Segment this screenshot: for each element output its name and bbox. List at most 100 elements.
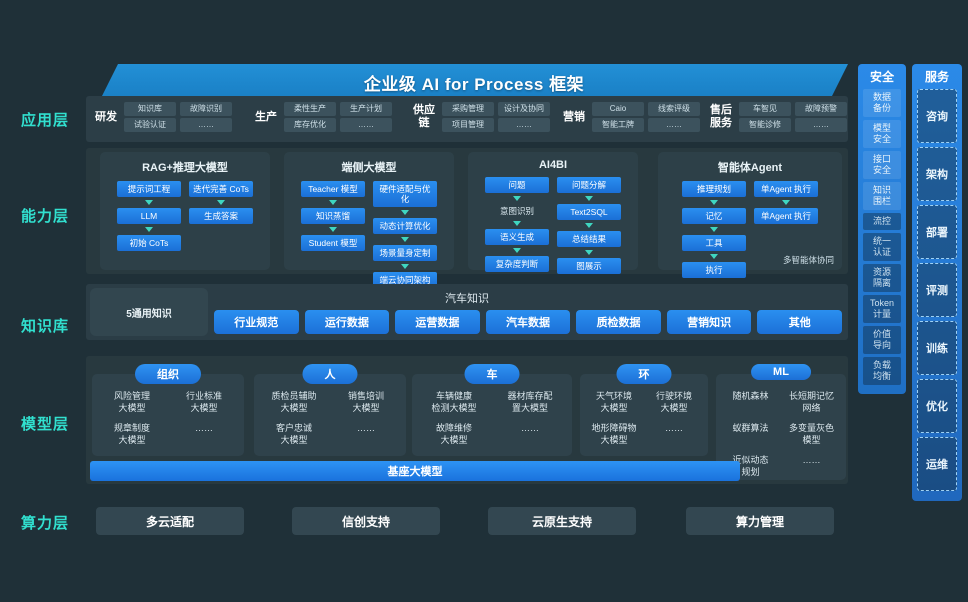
knowledge-item[interactable]: 行业规范 [214,310,299,334]
capability-node[interactable]: Teacher 模型 [301,181,365,197]
app-chip[interactable]: …… [498,118,550,132]
app-group-0[interactable]: 研发 知识库 试验认证 故障识别 …… [92,102,232,132]
model-item[interactable]: 质检员辅助 大模型 [271,391,317,413]
knowledge-item[interactable]: 运行数据 [304,310,390,334]
app-chip[interactable]: …… [340,118,392,132]
model-item[interactable]: …… [802,455,821,465]
model-item[interactable]: 车辆健康 检测大模型 [431,391,477,413]
model-item[interactable]: 近似动态 规划 [732,455,769,477]
app-chip[interactable]: 采购管理 [442,102,494,116]
model-card-0[interactable]: 组织 风险管理 大模型 行业标准 大模型 规章制度 大模型 …… [92,364,244,456]
capability-node[interactable]: 工具 [682,235,746,251]
capability-node[interactable]: 生成答案 [189,208,253,224]
capability-node[interactable]: 单Agent 执行 [754,208,818,224]
model-item[interactable]: 客户忠诚 大模型 [275,423,312,445]
service-rail-item[interactable]: 咨询 [917,89,957,143]
model-card-3[interactable]: 环天气环境 大模型 行驶环境 大模型 地形障碍物 大模型 …… [580,364,708,456]
capability-node[interactable]: 记忆 [682,208,746,224]
compute-item[interactable]: 多云适配 [96,507,244,535]
model-item[interactable]: 地形障碍物 大模型 [591,423,637,445]
knowledge-item[interactable]: 营销知识 [666,310,752,334]
app-group-4[interactable]: 售后服务 车智见 智能诊修 故障预警 …… [707,102,847,132]
capability-node[interactable]: 场景量身定制 [373,245,437,261]
model-item[interactable]: 风险管理 大模型 [113,391,150,413]
capability-node[interactable]: 推理规划 [682,181,746,197]
app-chip[interactable]: 生产计划 [340,102,392,116]
knowledge-item[interactable]: 汽车数据 [485,310,571,334]
model-item[interactable]: 行业标准 大模型 [185,391,222,413]
model-item[interactable]: 天气环境 大模型 [595,391,632,413]
app-chip[interactable]: 车智见 [739,102,791,116]
model-item[interactable]: 规章制度 大模型 [113,423,150,445]
app-chip[interactable]: 库存优化 [284,118,336,132]
capability-node[interactable]: 总结结果 [557,231,621,247]
capability-node[interactable]: 执行 [682,262,746,278]
capability-node[interactable]: Text2SQL [557,204,621,220]
service-rail-item[interactable]: 评测 [917,263,957,317]
model-item[interactable]: …… [665,423,683,433]
compute-item[interactable]: 算力管理 [686,507,834,535]
app-chip[interactable]: 故障预警 [795,102,847,116]
capability-node[interactable]: 初始 CoTs [117,235,181,251]
security-rail-item[interactable]: 统一 认证 [863,233,901,261]
capability-card-3[interactable]: 智能体Agent 推理规划 记忆 工具 执行 单Agent 执行 单Agent 执行 多智能体… [658,152,842,278]
capability-node[interactable]: 知识蒸馏 [301,208,365,224]
capability-node[interactable]: 单Agent 执行 [754,181,818,197]
security-rail-item[interactable]: 价值 导向 [863,326,901,354]
model-item[interactable]: 行驶环境 大模型 [655,391,692,413]
security-rail-item[interactable]: 负载 均衡 [863,357,901,385]
app-chip[interactable]: 故障识别 [180,102,232,116]
service-rail-item[interactable]: 优化 [917,379,957,433]
capability-node[interactable]: 提示词工程 [117,181,181,197]
app-chip[interactable]: 智能诊修 [739,118,791,132]
app-chip[interactable]: 试验认证 [124,118,176,132]
app-chip[interactable]: 设计及协同 [498,102,550,116]
capability-node[interactable]: 问题 [485,177,549,193]
security-rail-item[interactable]: 数据 备份 [863,89,901,117]
app-group-2[interactable]: 供应链 采购管理 项目管理 设计及协同 …… [410,102,550,132]
capability-node[interactable]: 迭代完善 CoTs [189,181,253,197]
model-card-1[interactable]: 人质检员辅助 大模型 销售培训 大模型 客户忠诚 大模型 …… [254,364,406,456]
capability-card-0[interactable]: RAG+推理大模型 提示词工程 LLM 初始 CoTs 迭代完善 CoTs 生成答案 [100,152,270,270]
capability-node[interactable]: 动态计算优化 [373,218,437,234]
app-chip[interactable]: …… [180,118,232,132]
model-item[interactable]: 销售培训 大模型 [347,391,384,413]
security-rail-item[interactable]: Token 计量 [863,295,901,323]
knowledge-item[interactable]: 运营数据 [395,310,480,334]
app-chip[interactable]: 智能工牌 [592,118,644,132]
security-rail-item[interactable]: 资源 隔离 [863,264,901,292]
app-chip[interactable]: 知识库 [124,102,176,116]
security-rail-item[interactable]: 模型 安全 [863,120,901,148]
service-rail-item[interactable]: 训练 [917,321,957,375]
model-item[interactable]: 长短期记忆 网络 [788,391,834,413]
capability-node[interactable]: Student 模型 [301,235,365,251]
app-chip[interactable]: 柔性生产 [284,102,336,116]
model-card-2[interactable]: 车车辆健康 检测大模型 器材库存配 置大模型 故障维修 大模型 …… [412,364,572,456]
capability-node[interactable]: 图展示 [557,258,621,274]
model-item[interactable]: 随机森林 [732,391,769,401]
app-group-3[interactable]: 营销 Caio 智能工牌 线索评级 …… [560,102,700,132]
service-rail-item[interactable]: 运维 [917,437,957,491]
security-rail-item[interactable]: 知识 围栏 [863,182,901,210]
app-chip[interactable]: …… [795,118,847,132]
app-chip[interactable]: 项目管理 [442,118,494,132]
capability-node[interactable]: 硬件适配与优化 [373,181,437,207]
model-item[interactable]: 器材库存配 置大模型 [507,391,553,413]
capability-node[interactable]: LLM [117,208,181,224]
compute-item[interactable]: 信创支持 [292,507,440,535]
service-rail-item[interactable]: 架构 [917,147,957,201]
knowledge-item[interactable]: 质检数据 [576,310,661,334]
capability-node[interactable]: 语义生成 [485,229,549,245]
model-item[interactable]: …… [195,423,213,433]
capability-node[interactable]: 意图识别 [499,206,534,216]
capability-node[interactable]: 问题分解 [557,177,621,193]
model-item[interactable]: 多变量灰色 模型 [788,423,834,445]
service-rail-item[interactable]: 部署 [917,205,957,259]
app-group-1[interactable]: 生产 柔性生产 库存优化 生产计划 …… [252,102,392,132]
model-item[interactable]: …… [357,423,375,433]
app-chip[interactable]: …… [648,118,700,132]
capability-card-2[interactable]: AI4BI 问题 意图识别 语义生成 复杂度判断 问题分解 Text2SQL 总结结果 图展示 [468,152,638,274]
knowledge-item[interactable]: 其他 [757,310,842,334]
app-chip[interactable]: Caio [592,102,644,116]
model-item[interactable]: 蚁群算法 [732,423,769,433]
